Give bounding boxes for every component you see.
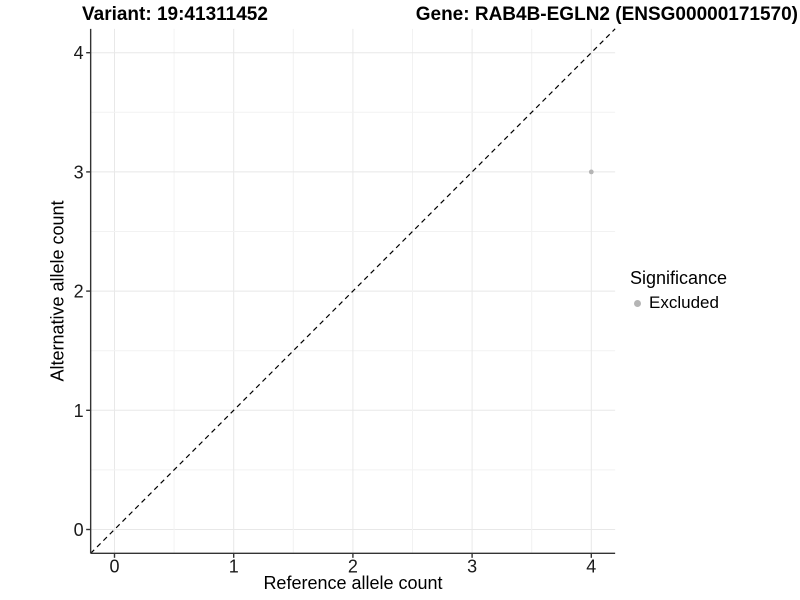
gene-title: Gene: RAB4B-EGLN2 (ENSG00000171570) — [415, 4, 798, 25]
legend-entry-label: Excluded — [649, 293, 719, 312]
legend-title: Significance — [630, 268, 728, 288]
variant-title: Variant: 19:41311452 — [82, 4, 268, 25]
legend-entry-excluded: Excluded — [630, 293, 727, 313]
data-point — [588, 169, 594, 175]
x-tick-label: 3 — [467, 556, 477, 576]
y-tick-label: 4 — [74, 43, 84, 63]
y-tick-label: 1 — [74, 401, 84, 421]
y-tick-label: 2 — [74, 282, 84, 302]
x-tick-label: 1 — [229, 556, 239, 576]
identity-dashed-line — [90, 28, 616, 554]
y-tick-label: 3 — [74, 162, 84, 182]
y-tick-label: 0 — [74, 520, 84, 540]
x-tick-label: 4 — [586, 556, 596, 576]
x-axis-title: Reference allele count — [263, 573, 443, 593]
legend: Significance Excluded — [630, 268, 727, 313]
excluded-point-icon — [634, 299, 641, 307]
y-axis-title: Alternative allele count — [47, 200, 68, 382]
x-tick-label: 0 — [109, 556, 119, 576]
x-tick-label: 2 — [348, 556, 358, 576]
